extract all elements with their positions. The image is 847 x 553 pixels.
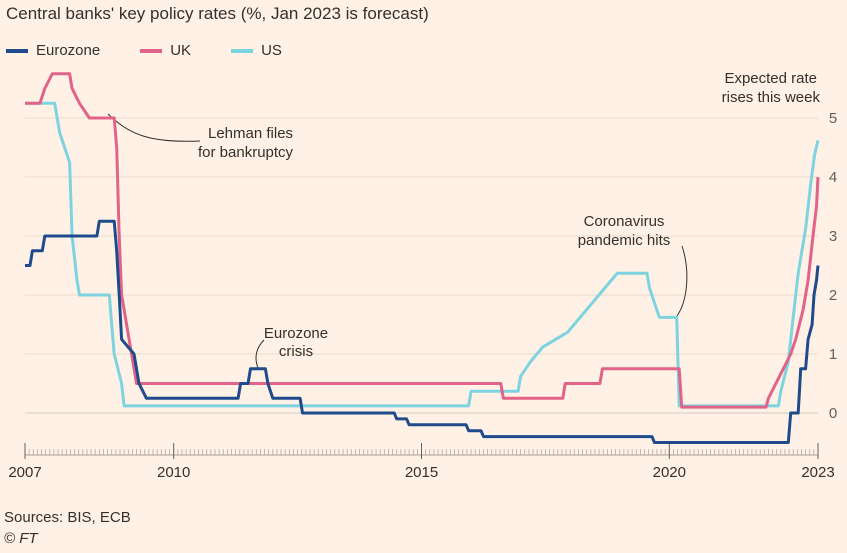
y-tick-label: 0: [829, 405, 837, 422]
eurozone-crisis-leader-line: [255, 339, 265, 369]
x-axis: 2007 2010 2015 2020 2023: [8, 443, 835, 481]
series-line-eurozone: [25, 219, 820, 444]
annotation-expected-line2: rises this week: [722, 89, 821, 106]
x-tick-label: 2023: [801, 464, 834, 481]
annotation-lehman-line1: Lehman files: [208, 125, 293, 142]
y-tick-label: 3: [829, 228, 837, 245]
legend-label-us: US: [261, 42, 282, 59]
legend-swatch-uk: [140, 48, 163, 53]
coronavirus-leader-line: [676, 245, 688, 317]
legend-item-eurozone: Eurozone: [6, 42, 100, 59]
legend-swatch-us: [231, 48, 254, 53]
legend-label-uk: UK: [170, 42, 192, 59]
legend-label-eurozone: Eurozone: [36, 42, 101, 59]
legend-item-uk: UK: [140, 42, 191, 59]
annotation-coronavirus-line2: pandemic hits: [578, 232, 671, 249]
annotations: Expected rate rises this week Lehman fil…: [107, 70, 821, 369]
x-tick-label: 2010: [157, 464, 190, 481]
series-line-us: [25, 101, 820, 408]
copyright-note: © FT: [4, 530, 38, 547]
y-tick-label: 4: [829, 169, 837, 186]
annotation-eurozone-crisis-line2: crisis: [279, 343, 313, 360]
grid: [25, 117, 818, 414]
y-tick-label: 2: [829, 287, 837, 304]
annotation-lehman-line2: for bankruptcy: [198, 144, 294, 161]
annotation-expected-line1: Expected rate: [724, 70, 817, 87]
legend-item-us: US: [231, 42, 282, 59]
chart-title: Central banks' key policy rates (%, Jan …: [6, 4, 429, 23]
x-tick-label: 2020: [653, 464, 686, 481]
series-line-uk: [25, 72, 820, 409]
y-tick-label: 5: [829, 110, 837, 127]
legend-swatch-eurozone: [6, 48, 28, 53]
series-lines: [25, 72, 820, 444]
legend: Eurozone UK US: [6, 42, 322, 59]
y-axis: 0 1 2 3 4 5: [829, 110, 837, 422]
annotation-eurozone-crisis-line1: Eurozone: [264, 325, 328, 342]
y-tick-label: 1: [829, 346, 837, 363]
annotation-coronavirus-line1: Coronavirus: [584, 213, 665, 230]
source-note: Sources: BIS, ECB: [4, 509, 131, 526]
x-tick-label: 2015: [405, 464, 438, 481]
x-tick-label: 2007: [8, 464, 41, 481]
